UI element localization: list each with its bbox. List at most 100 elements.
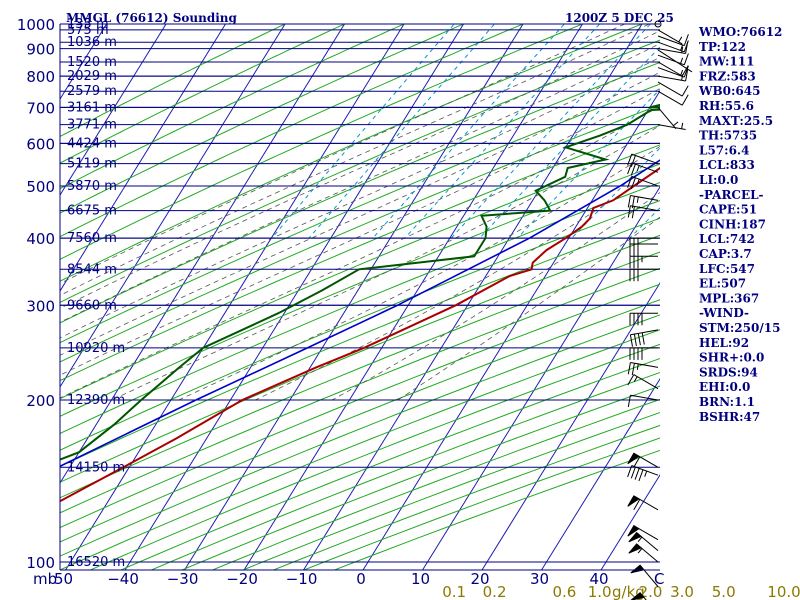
barb-half <box>636 363 639 370</box>
barb-staff <box>657 35 685 47</box>
dry-adiabat-line <box>60 234 660 483</box>
isobars <box>60 23 660 563</box>
barb-pennant <box>630 564 645 574</box>
dry-adiabat-line <box>60 267 660 514</box>
barb-staff <box>657 124 686 130</box>
height-label: 1520 m <box>67 55 117 70</box>
barb-pennant <box>628 531 643 543</box>
wind-barb <box>627 205 659 219</box>
barb-staff <box>657 90 683 106</box>
barb-full <box>630 163 636 176</box>
pressure-label: 1000 <box>17 16 55 34</box>
x-unit-label: mb <box>33 570 57 588</box>
temperature-tick-label: −40 <box>107 570 139 588</box>
barb-staff <box>657 61 683 77</box>
index-entry: EL:507 <box>699 277 746 291</box>
barb-full <box>627 374 635 386</box>
index-entry: CINH:187 <box>699 217 766 231</box>
barb-full <box>637 333 641 346</box>
dry-adiabat-line <box>60 144 660 400</box>
mixing-ratio-label: 10.0 <box>767 583 800 600</box>
barb-half <box>680 44 684 51</box>
barb-full <box>683 65 689 78</box>
mixing-ratio-line <box>450 24 652 239</box>
barb-pennant <box>627 495 640 507</box>
dry-adiabat-line <box>60 24 525 238</box>
wind-barb <box>657 122 686 130</box>
barb-staff <box>657 67 685 78</box>
barb-half <box>681 122 684 129</box>
temperature-tick-label: 30 <box>530 570 549 588</box>
barb-staff <box>630 394 659 401</box>
moist-adiabat-line <box>60 43 660 323</box>
wind-barb <box>657 81 689 97</box>
index-entry: FRZ:583 <box>699 69 756 83</box>
dry-adiabat-line <box>60 24 644 282</box>
barb-full <box>627 162 633 175</box>
index-entry: LFC:547 <box>699 262 755 276</box>
height-label: 575 m <box>67 23 109 38</box>
dry-adiabat-line <box>60 24 406 190</box>
mixing-ratio-line <box>308 24 496 239</box>
moist-adiabat-line <box>111 125 660 401</box>
index-entry: BSHR:47 <box>699 410 760 424</box>
moist-adiabat-line <box>60 105 660 399</box>
barb-full <box>627 176 633 188</box>
wind-barb <box>627 452 659 468</box>
index-entry: LCL:742 <box>699 232 755 246</box>
mixing-ratio-label: 2.0 <box>639 583 663 600</box>
isotherm-line <box>124 24 465 570</box>
corner-tick-label: C <box>654 570 664 588</box>
barb-staff <box>630 195 659 201</box>
barb-half <box>673 121 679 127</box>
temperature-tick-label: −10 <box>286 570 318 588</box>
barb-full <box>627 153 633 166</box>
mixing-ratio-line <box>404 24 601 239</box>
height-label: 5870 m <box>67 179 117 194</box>
dry-adiabat-line <box>60 24 287 138</box>
height-label: 6675 m <box>67 204 117 219</box>
barb-full <box>633 334 637 346</box>
barb-full <box>685 69 689 82</box>
index-entry: WMO:76612 <box>698 25 782 39</box>
index-entry: EHI:0.0 <box>699 380 750 394</box>
barb-staff <box>657 29 683 45</box>
barb-staff <box>631 465 659 476</box>
moist-adiabat-line <box>60 71 660 356</box>
moist-adiabat-line <box>397 216 660 401</box>
barb-full <box>683 34 689 46</box>
stability-indices: WMO:76612TP:122MW:111FRZ:583WB0:645RH:55… <box>698 25 782 424</box>
index-entry: TH:5735 <box>699 129 757 143</box>
barb-full <box>631 363 635 376</box>
mixing-ratio-line <box>517 88 660 239</box>
isotherm-line <box>421 186 660 570</box>
mixing-ratio-label: 0.1 <box>442 583 466 600</box>
dry-adiabat-line <box>60 24 346 164</box>
mixing-ratio-label: 1.0 <box>588 583 612 600</box>
pressure-label: 700 <box>26 99 55 117</box>
height-label: 2579 m <box>67 84 117 99</box>
index-entry: CAP:3.7 <box>699 247 752 261</box>
barb-half <box>637 548 643 554</box>
index-entry: MAXT:25.5 <box>699 114 773 128</box>
barb-staff <box>631 162 659 173</box>
temperature-tick-label: 20 <box>470 570 489 588</box>
index-entry: LI:0.0 <box>699 173 738 187</box>
wind-barb <box>628 531 659 551</box>
barb-full <box>638 469 644 482</box>
index-entry: -PARCEL- <box>699 188 764 202</box>
dry-adiabat-line <box>60 124 660 382</box>
mixing-ratio-label: 0.6 <box>553 583 577 600</box>
barb-full <box>630 177 636 190</box>
wind-barb <box>629 268 659 282</box>
barb-staff <box>657 75 686 82</box>
barb-staff <box>657 81 683 97</box>
barb-full <box>630 466 636 479</box>
barb-full <box>683 53 689 65</box>
isotherm-line <box>60 24 346 484</box>
isotherm-line <box>60 24 167 196</box>
height-label: 135 m <box>67 17 109 32</box>
barb-full <box>641 332 645 345</box>
barb-half <box>681 74 684 81</box>
